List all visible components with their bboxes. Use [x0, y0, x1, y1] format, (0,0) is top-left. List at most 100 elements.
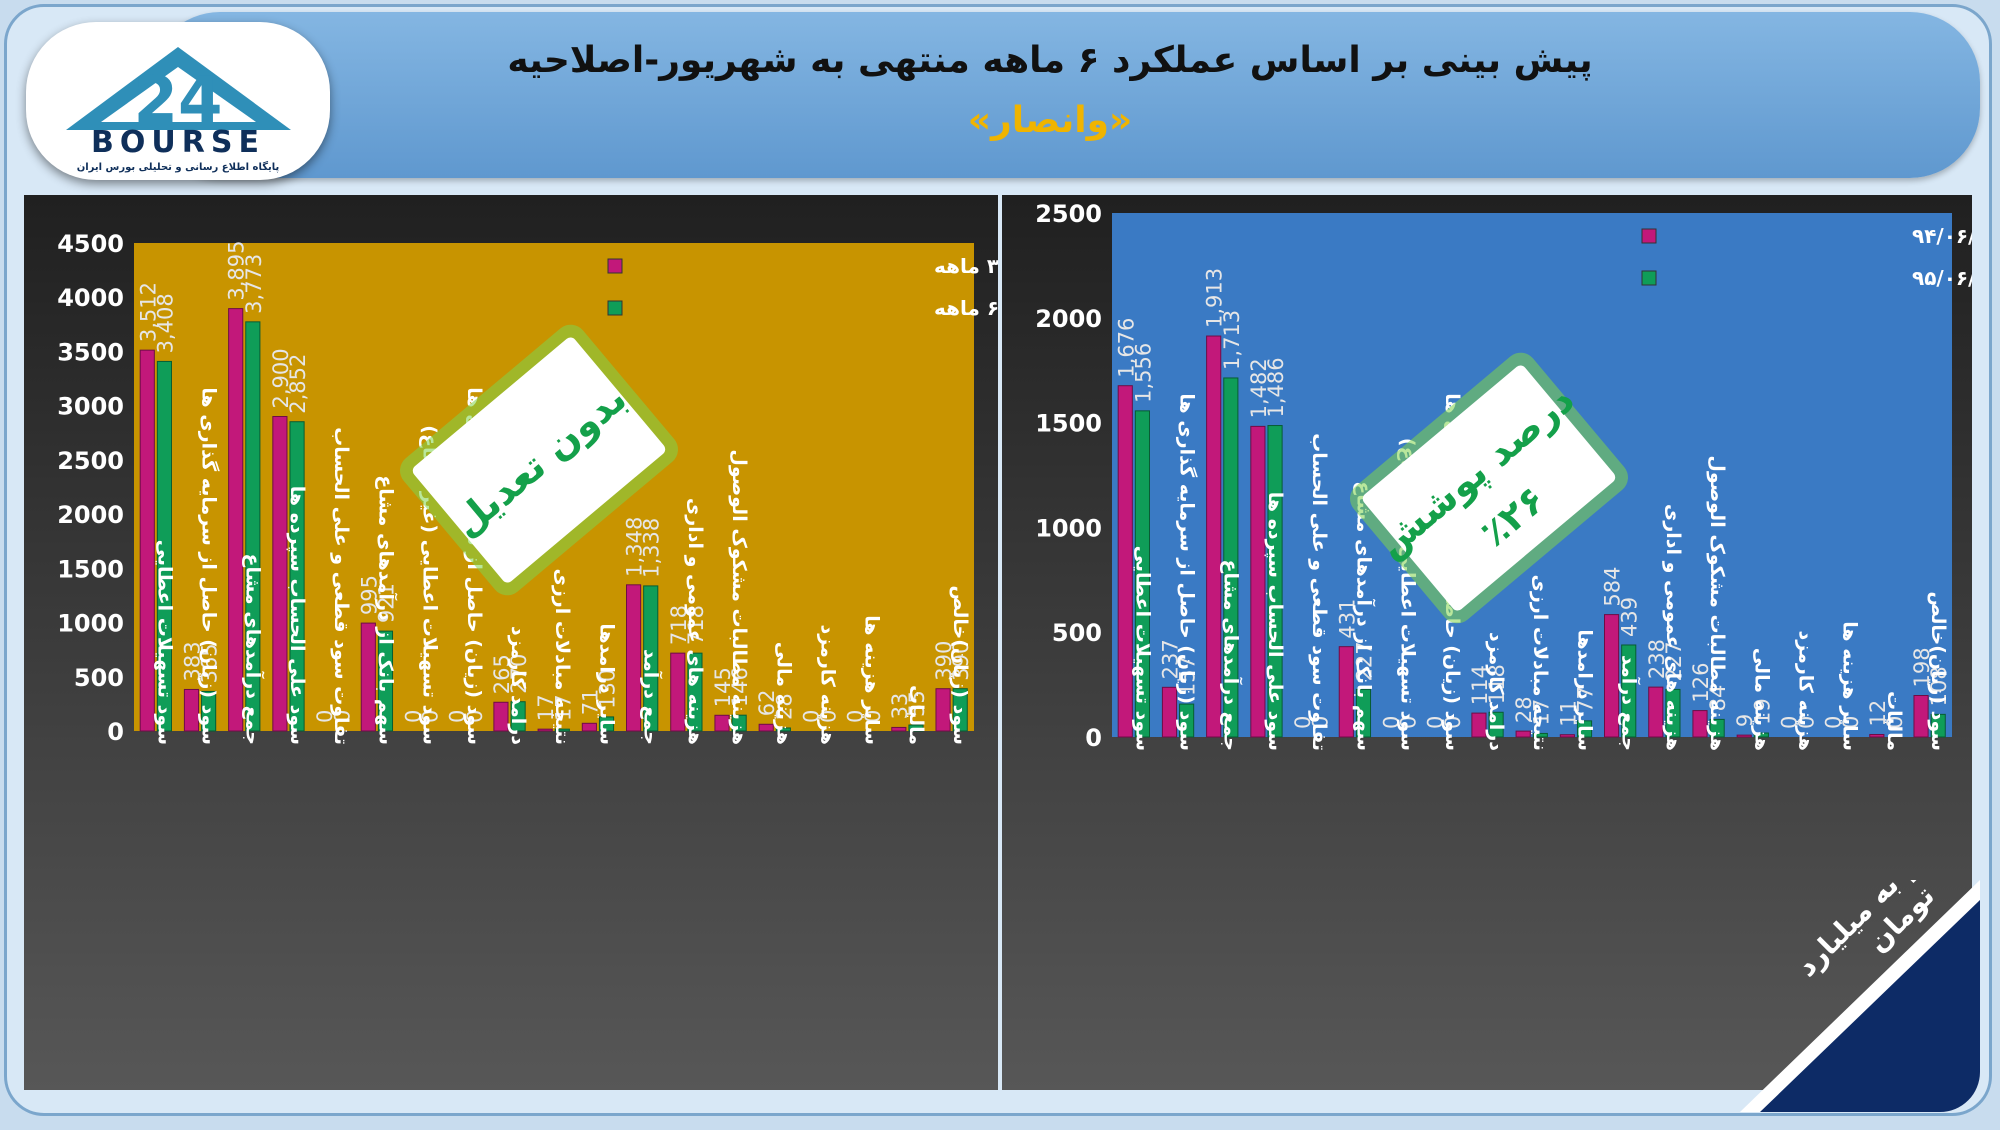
data-label: 71 — [578, 689, 602, 716]
data-label: 0 — [861, 710, 885, 723]
bar — [377, 630, 394, 732]
bar — [670, 652, 686, 732]
left-bar-chart: 0 500 1000 1500 2000 2500 3000 3500 4000 4500 3,51… — [57, 230, 998, 746]
data-label: 584 — [1601, 566, 1625, 606]
y-tick-label: 0 — [107, 718, 124, 746]
data-label: 265 — [490, 654, 514, 694]
bar — [1692, 710, 1708, 738]
x-tick-label: درامد کارمزد — [1485, 632, 1507, 751]
logo-mark-text: 24 — [133, 64, 222, 132]
bar — [228, 308, 244, 732]
bar — [554, 728, 570, 732]
x-tick-label: جمع درآمد — [1618, 655, 1642, 751]
data-label: 1,338 — [640, 518, 664, 578]
right-bar-chart: 0 500 1000 1500 2000 2500 1,676 237 1,913 1,482 0 4… — [1035, 200, 1972, 752]
x-tick-label: سود (زیان)خالص — [949, 585, 971, 745]
bar — [156, 360, 172, 732]
legend-label: پیش بینی بر اساس عملکرد ۳ ماهه — [934, 254, 998, 279]
data-label: 383 — [180, 641, 204, 681]
x-tick-label: هزینه مطالبات مشکوک الوصول — [728, 449, 750, 745]
bar — [1471, 712, 1487, 738]
x-tick-label: سود (زیان) حاصل از سرمایه گذاری ها — [1176, 393, 1199, 751]
y-tick-label: 1000 — [57, 610, 124, 638]
y-tick-label: 3000 — [57, 393, 124, 421]
data-label: 17 — [534, 694, 558, 721]
x-tick-label: جمع درآمد — [640, 649, 664, 745]
data-label: 55 — [905, 690, 929, 717]
right-chart-panel: 0 500 1000 1500 2000 2500 1,676 237 1,913 1,482 0 4… — [1002, 195, 1972, 1090]
data-label: 62 — [755, 690, 779, 717]
x-tick-label: سود تسهیلات اعطایی — [153, 540, 175, 745]
data-label: 0 — [1380, 716, 1404, 729]
data-label: 0 — [1822, 716, 1846, 729]
data-label: 84 — [1706, 685, 1730, 712]
bar — [1709, 718, 1725, 738]
x-tick-label: هزینه کارمزد — [816, 625, 838, 745]
data-label: 0 — [1777, 716, 1801, 729]
data-label: 28 — [1512, 696, 1536, 723]
logo-tagline: پایگاه اطلاع رسانی و تحلیلی بورس ایران — [76, 162, 280, 173]
bar — [1355, 688, 1372, 738]
bar — [1576, 720, 1593, 738]
y-tick-label: 1500 — [57, 555, 124, 583]
x-tick-label: هزینه های عمومی و اداری — [1662, 504, 1684, 751]
bar — [1869, 733, 1885, 738]
data-label: 227 — [1352, 641, 1376, 681]
x-tick-label: سایر درامدها — [595, 623, 617, 745]
data-label: 0 — [844, 710, 868, 723]
data-label: 12 — [1866, 700, 1890, 727]
x-tick-label: سود تسهیلات اعطایی — [1131, 546, 1153, 751]
data-label: 198 — [1910, 647, 1934, 687]
x-tick-label: سایر درامدها — [1573, 629, 1595, 751]
data-label: 238 — [1645, 639, 1669, 679]
bar — [1913, 694, 1929, 738]
y-tick-label: 500 — [74, 664, 124, 692]
x-tick-label: سایر هزینه ها — [861, 615, 883, 745]
bar — [1117, 385, 1133, 738]
data-label: 3,408 — [153, 293, 177, 353]
bar — [1648, 686, 1664, 738]
bar — [626, 584, 642, 732]
bar — [598, 716, 615, 732]
x-tick-label: سهم بانک از درآمدهای مشاع — [374, 475, 398, 745]
legend-label: عملکرد منتهی به ۹۴/۰۶/۳۱ — [1912, 224, 1972, 248]
bar — [908, 724, 924, 732]
y-tick-label: 2500 — [1035, 200, 1102, 228]
bar — [493, 701, 509, 732]
data-label: 1,482 — [1247, 358, 1271, 418]
data-label: 33 — [888, 693, 912, 720]
data-label: 126 — [1689, 662, 1713, 702]
y-tick-label: 500 — [1052, 619, 1102, 647]
x-tick-label: هزینه مالی — [772, 642, 794, 745]
y-tick-label: 4000 — [57, 284, 124, 312]
data-label: 118 — [1485, 664, 1509, 704]
data-label: 1,713 — [1220, 310, 1244, 370]
data-label: 17 — [551, 694, 575, 721]
header-band — [150, 12, 1980, 178]
x-tick-label: نتیجه مبادلات ارزی — [551, 568, 573, 745]
data-label: 3,895 — [225, 240, 249, 300]
y-tick-label: 4500 — [57, 230, 124, 258]
bar — [1604, 614, 1620, 738]
left-chart-panel: 0 500 1000 1500 2000 2500 3000 3500 4000 4500 3,51… — [24, 195, 998, 1090]
y-tick-label: 1500 — [1035, 410, 1102, 438]
data-label: 0 — [1883, 716, 1907, 729]
logo-text: BOURSE — [91, 125, 265, 160]
data-label: 19 — [1750, 698, 1774, 725]
bar — [1338, 646, 1354, 738]
data-label: 0 — [463, 710, 487, 723]
data-label: 2,900 — [269, 348, 293, 408]
data-label: 0 — [1397, 716, 1421, 729]
bar — [183, 688, 200, 732]
x-tick-label: مالیات — [1883, 691, 1905, 751]
x-tick-label: نتیجه مبادلات ارزی — [1529, 574, 1551, 751]
page-subtitle: «وانصار» — [967, 100, 1133, 141]
y-tick-label: 2500 — [57, 447, 124, 475]
data-label: 17 — [1529, 699, 1553, 726]
data-label: 1,486 — [1264, 357, 1288, 417]
data-label: 0 — [1308, 716, 1332, 729]
x-tick-label: سود علی الحساب سپرده ها — [286, 486, 308, 745]
y-tick-label: 1000 — [1035, 514, 1102, 542]
bar — [891, 726, 907, 732]
data-label: 130 — [596, 669, 620, 709]
